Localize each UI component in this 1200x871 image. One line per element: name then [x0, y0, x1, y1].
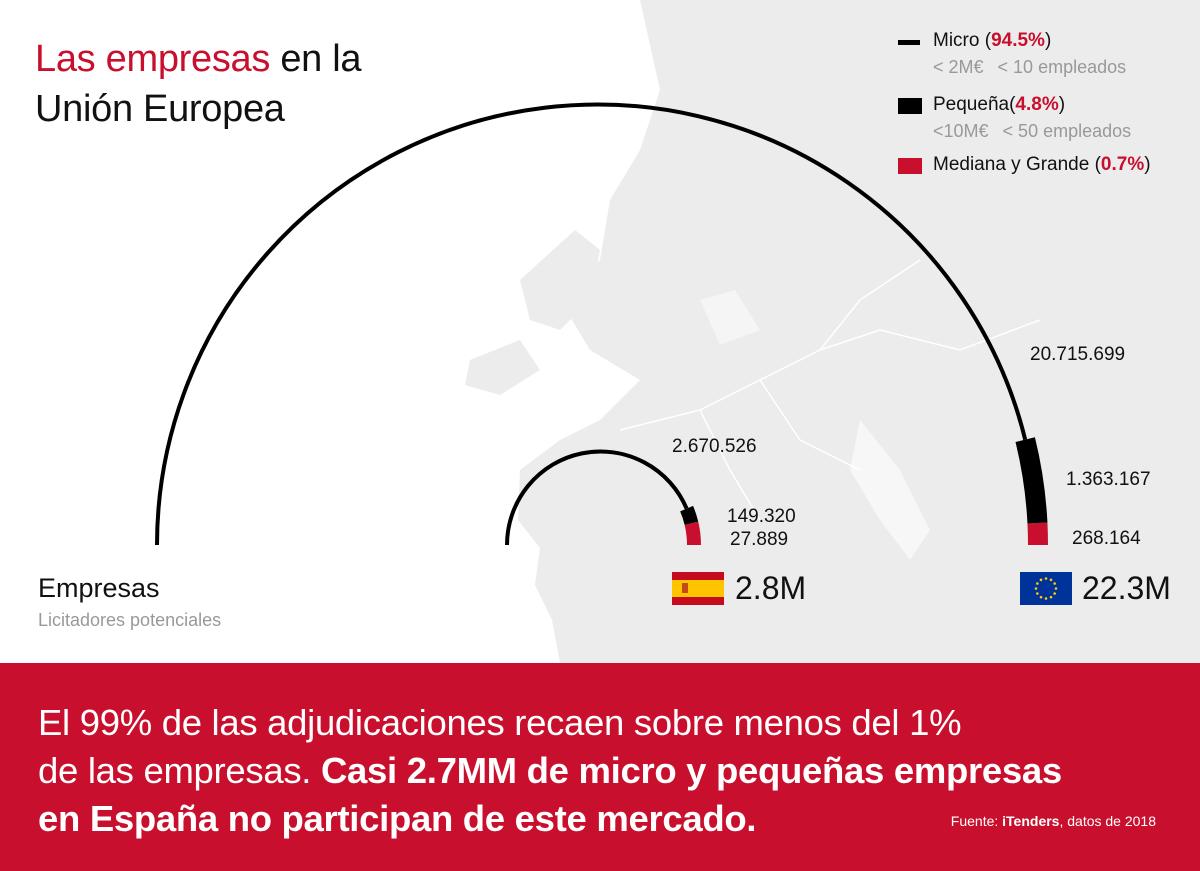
spain-flag-icon [672, 572, 724, 605]
axis-caption-sub: Licitadores potenciales [38, 610, 222, 630]
label-es-mediana: 27.889 [730, 529, 789, 550]
eu-flag-icon [1020, 572, 1072, 605]
eu-star-icon [1039, 578, 1043, 582]
banner-text: El 99% de las adjudicaciones recaen sobr… [38, 699, 1062, 843]
legend-swatch-mediana [898, 158, 922, 174]
banner-line2-normal: de las empresas. [38, 750, 321, 791]
eu-star-icon [1039, 595, 1043, 599]
legend-pequena-sub: <10M€ < 50 empleados [933, 121, 1132, 141]
eu-star-icon [1053, 592, 1056, 595]
arc-es-micro [505, 449, 689, 546]
eu-star-icon [1036, 582, 1039, 585]
label-eu-pequena: 1.363.167 [1066, 469, 1151, 490]
arc-chart [155, 102, 1048, 546]
eu-star-icon [1044, 597, 1048, 600]
legend-swatch-pequena [898, 98, 922, 114]
legend-micro-sub: < 2M€ < 10 empleados [933, 57, 1127, 77]
eu-star-icon [1036, 592, 1039, 595]
eu-star-icon [1054, 587, 1058, 590]
eu-star-icon [1034, 587, 1038, 590]
eu-star-icon [1049, 595, 1053, 599]
eu-star-icon [1049, 578, 1053, 582]
arc-eu-micro [155, 102, 1028, 546]
banner-line1: El 99% de las adjudicaciones recaen sobr… [38, 702, 962, 743]
arc-es-pequena [680, 505, 699, 525]
legend-item-pequena: Pequeña(4.8%) [933, 94, 1066, 115]
total-spain: 2.8M [735, 570, 807, 606]
label-eu-mediana: 268.164 [1072, 528, 1141, 549]
title-line2: Unión Europea [35, 88, 285, 130]
label-es-pequena: 149.320 [727, 506, 796, 527]
banner-line3-bold: en España no participan de este mercado. [38, 798, 757, 839]
label-es-micro: 2.670.526 [672, 436, 757, 457]
title-rest: en la [270, 38, 362, 80]
eu-star-icon [1044, 577, 1048, 580]
title-highlight: Las empresas [35, 38, 271, 80]
legend-swatch-micro [898, 40, 920, 45]
banner-line2-bold: Casi 2.7MM de micro y pequeñas empresas [320, 750, 1062, 791]
eu-star-icon [1053, 582, 1056, 585]
legend-item-mediana: Mediana y Grande (0.7%) [933, 154, 1151, 175]
axis-caption: Empresas [38, 573, 160, 603]
legend-item-micro: Micro (94.5%) [933, 30, 1052, 51]
arc-eu-pequena [1015, 437, 1048, 524]
arc-eu-mediana [1027, 522, 1048, 545]
page-title: Las empresas en la Unión Europea [35, 34, 362, 134]
conclusion-banner: El 99% de las adjudicaciones recaen sobr… [0, 663, 1200, 871]
source-note: Fuente: iTenders, datos de 2018 [950, 813, 1156, 829]
total-eu: 22.3M [1082, 570, 1171, 606]
label-eu-micro: 20.715.699 [1030, 344, 1126, 365]
arc-es-mediana [684, 521, 701, 545]
